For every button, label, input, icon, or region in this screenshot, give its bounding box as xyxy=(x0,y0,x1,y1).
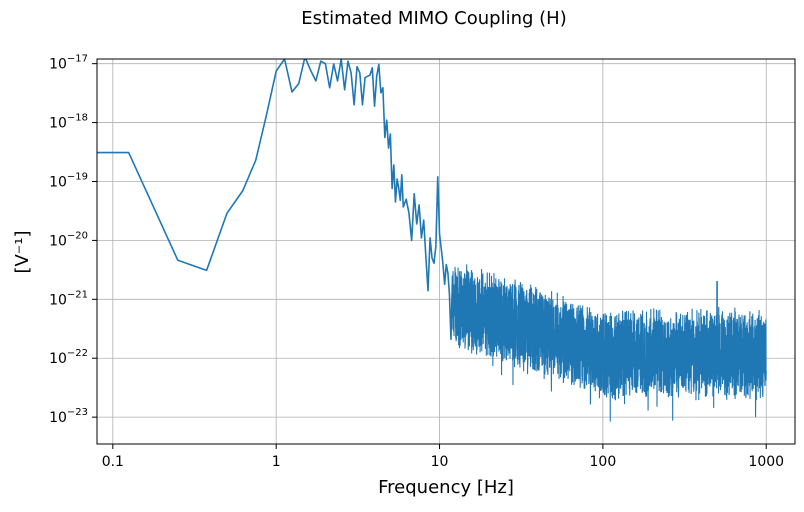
x-tick-label: 1000 xyxy=(748,454,784,470)
y-tick-label: 10−19 xyxy=(49,171,88,190)
grid xyxy=(97,59,795,444)
y-tick-label: 10−22 xyxy=(49,348,88,367)
x-tick-label: 0.1 xyxy=(102,454,124,470)
y-tick-label: 10−18 xyxy=(49,113,88,132)
series-line xyxy=(97,59,454,341)
x-tick-label: 100 xyxy=(590,454,617,470)
y-tick-label: 10−17 xyxy=(49,54,88,73)
chart-title: Estimated MIMO Coupling (H) xyxy=(301,8,566,29)
y-tick-label: 10−21 xyxy=(49,289,88,308)
x-tick-label: 1 xyxy=(272,454,281,470)
plot-frame xyxy=(96,58,796,445)
y-axis-label: [V⁻¹] xyxy=(12,230,33,273)
y-tick-label: 10−23 xyxy=(49,407,88,426)
x-axis-label: Frequency [Hz] xyxy=(378,477,514,498)
y-tick-label: 10−20 xyxy=(49,230,88,249)
noise-floor-line xyxy=(451,264,767,422)
x-tick-label: 10 xyxy=(431,454,449,470)
x-axis-ticks: 0.1 1 10 100 1000 xyxy=(102,444,784,470)
y-axis-ticks: 10−23 10−22 10−21 10−20 10−19 10−18 10−17 xyxy=(49,54,97,426)
